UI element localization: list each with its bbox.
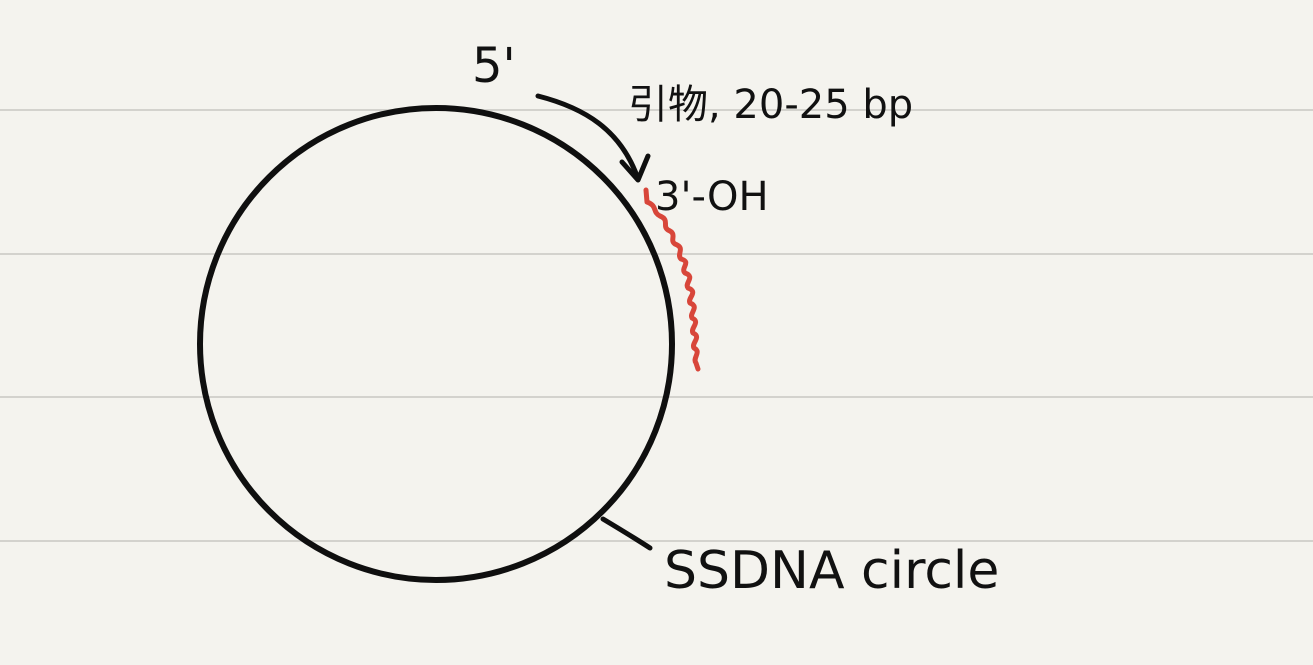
arrow-shaft bbox=[535, 93, 640, 179]
primer-label: 引物, 20-25 bp bbox=[628, 82, 913, 128]
ssdna-circle bbox=[197, 105, 675, 583]
circle-label-pointer bbox=[600, 516, 653, 551]
circle-label: SSDNA circle bbox=[664, 541, 999, 601]
arrow-head bbox=[619, 153, 651, 183]
three-prime-oh-label: 3'-OH bbox=[655, 174, 769, 220]
five-prime-label: 5' bbox=[472, 38, 516, 94]
primer-strand bbox=[643, 187, 701, 372]
